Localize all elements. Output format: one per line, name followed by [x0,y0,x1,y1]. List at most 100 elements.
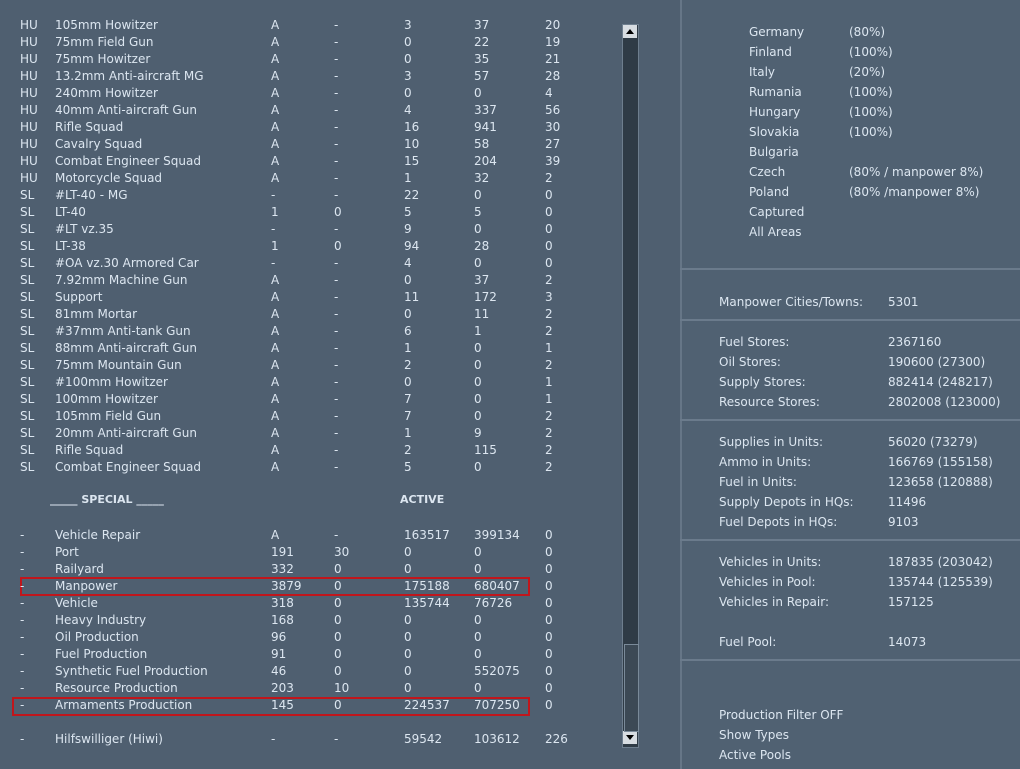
highlight-box [20,577,530,596]
stat-value: 882414 (248217) [888,375,993,389]
unit-name: 240mm Howitzer [55,86,158,100]
stat-label: Vehicles in Pool: [719,575,816,589]
col-6: 103612 [474,732,520,746]
col-5: 163517 [404,528,450,542]
country-value: (100%) [849,105,893,119]
col-4: 0 [334,205,342,219]
scroll-up[interactable] [623,25,637,38]
col-5: 175188 [404,579,450,593]
col-6: 11 [474,307,490,321]
col-7: 0 [545,528,553,542]
col-6: 57 [474,69,490,83]
col-5: 59542 [404,732,443,746]
col-5: 2 [404,358,412,372]
nation: - [20,528,25,542]
nation: SL [20,205,35,219]
col-5: 15 [404,154,420,168]
stat-value: 11496 [888,495,927,509]
col-6: 76726 [474,596,513,610]
col-7: 2 [545,409,553,423]
col-6: 0 [474,460,482,474]
col-7: 1 [545,341,553,355]
stat-value: 5301 [888,295,919,309]
menu-item[interactable]: Active Pools [719,748,792,762]
unit-name: #100mm Howitzer [55,375,168,389]
country-name: Finland [749,45,792,59]
menu-item[interactable]: Production Filter OFF [719,708,844,722]
col-6: 204 [474,154,497,168]
col-3: 332 [271,562,294,576]
stat-value: 2802008 (123000) [888,395,1001,409]
unit-name: Synthetic Fuel Production [55,664,208,678]
unit-name: Cavalry Squad [55,137,143,151]
col-6: 28 [474,239,490,253]
nation: SL [20,341,35,355]
nation: - [20,732,25,746]
nation: HU [20,86,38,100]
col-7: 30 [545,120,561,134]
unit-name: 75mm Howitzer [55,52,151,66]
col-5: 0 [404,86,412,100]
col-7: 0 [545,630,553,644]
col-5: 0 [404,681,412,695]
col-4: - [334,69,339,83]
col-4: - [334,375,339,389]
nation: - [20,562,25,576]
nation: SL [20,188,35,202]
col-7: 4 [545,86,553,100]
stat-label: Fuel Stores: [719,335,790,349]
col-3: - [271,732,276,746]
unit-name: 13.2mm Anti-aircraft MG [55,69,204,83]
scroll-down[interactable] [623,731,637,744]
col-5: 9 [404,222,412,236]
col-3: A [271,290,280,304]
unit-name: Heavy Industry [55,613,147,627]
col-3: A [271,341,280,355]
separator [680,268,1020,270]
col-5: 224537 [404,698,450,712]
menu-item[interactable]: Show Types [719,728,790,742]
col-6: 22 [474,35,490,49]
col-4: - [334,18,339,32]
col-7: 0 [545,681,553,695]
scrollbar[interactable] [622,24,639,748]
summary-panel [680,0,1020,769]
nation: SL [20,460,35,474]
col-7: 0 [545,188,553,202]
col-7: 0 [545,545,553,559]
country-value: (80%) [849,25,886,39]
col-3: A [271,273,280,287]
col-6: 172 [474,290,497,304]
nation: SL [20,239,35,253]
col-5: 0 [404,273,412,287]
col-4: - [334,273,339,287]
col-4: - [334,188,339,202]
nation: SL [20,324,35,338]
col-5: 5 [404,205,412,219]
col-6: 0 [474,392,482,406]
col-6: 941 [474,120,497,134]
col-5: 4 [404,103,412,117]
nation: - [20,681,25,695]
country-name: All Areas [749,225,802,239]
country-value: (80% /manpower 8%) [849,185,980,199]
col-6: 58 [474,137,490,151]
scroll-thumb[interactable] [624,644,639,732]
unit-name: LT-38 [55,239,86,253]
stat-value: 14073 [888,635,927,649]
col-3: A [271,18,280,32]
unit-name: Support [55,290,103,304]
nation: - [20,698,25,712]
col-7: 2 [545,460,553,474]
col-7: 28 [545,69,561,83]
col-4: 0 [334,596,342,610]
col-7: 0 [545,239,553,253]
unit-name: Hilfswilliger (Hiwi) [55,732,163,746]
col-3: - [271,256,276,270]
unit-name: 7.92mm Machine Gun [55,273,188,287]
col-4: - [334,732,339,746]
col-7: 2 [545,443,553,457]
col-4: 10 [334,681,350,695]
col-7: 0 [545,596,553,610]
